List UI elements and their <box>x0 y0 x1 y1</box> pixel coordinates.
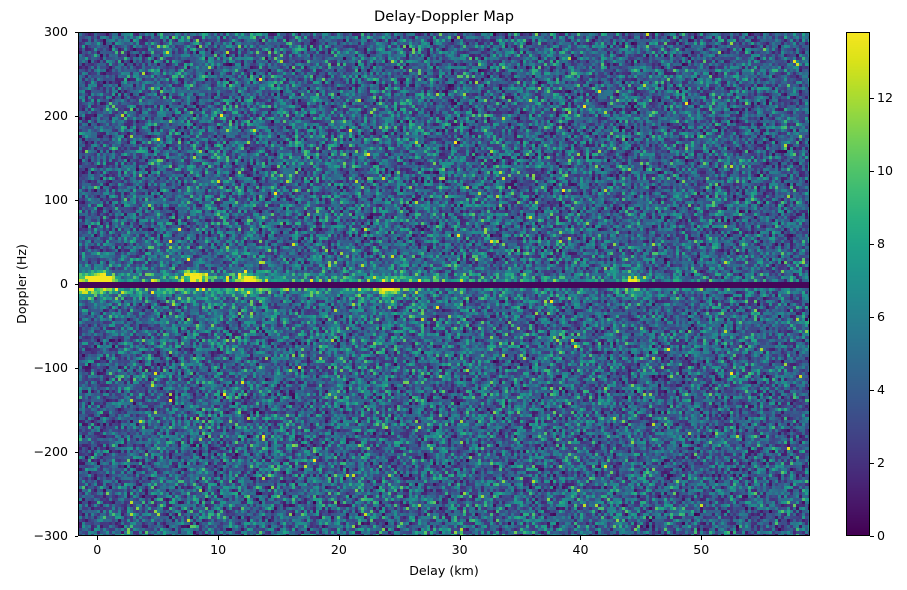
y-tick-label: −300 <box>33 528 68 543</box>
x-tick-label: 10 <box>210 542 227 557</box>
y-tick-mark <box>74 452 78 453</box>
x-tick-mark <box>580 536 582 540</box>
y-tick-label: 100 <box>43 192 68 207</box>
colorbar-tick-label: 4 <box>877 381 886 397</box>
colorbar[interactable] <box>846 32 870 536</box>
y-tick-label: −100 <box>33 360 68 375</box>
y-tick-label: 0 <box>59 276 68 291</box>
x-tick-label: 30 <box>451 542 468 557</box>
x-tick-mark <box>97 536 99 540</box>
heatmap-image <box>79 33 809 535</box>
x-axis-label: Delay (km) <box>409 563 479 578</box>
page-title: Delay-Doppler Map <box>373 8 515 25</box>
colorbar-tick-mark <box>870 316 874 318</box>
colorbar-tick-label: 10 <box>877 162 894 178</box>
y-axis-label: Doppler (Hz) <box>14 244 29 324</box>
y-tick-mark <box>74 32 78 33</box>
colorbar-tick-mark <box>870 243 874 245</box>
colorbar-tick-mark <box>870 97 874 99</box>
y-tick-mark <box>74 116 78 117</box>
colorbar-tick-label: 12 <box>877 89 894 105</box>
y-tick-mark <box>74 200 78 201</box>
colorbar-tick-label: 2 <box>877 454 886 470</box>
x-tick-mark <box>338 536 340 540</box>
colorbar-tick-mark <box>870 462 874 464</box>
x-tick-label: 50 <box>693 542 710 557</box>
x-tick-mark <box>459 536 461 540</box>
y-tick-mark <box>74 368 78 369</box>
delay-doppler-heatmap-axes[interactable] <box>78 32 810 536</box>
x-tick-mark <box>218 536 220 540</box>
colorbar-tick-label: 6 <box>877 308 886 324</box>
colorbar-tick-mark <box>870 389 874 391</box>
y-tick-label: 300 <box>43 24 68 39</box>
colorbar-tick-mark <box>870 536 874 537</box>
x-tick-label: 0 <box>93 542 102 557</box>
colorbar-tick-mark <box>870 170 874 172</box>
x-tick-mark <box>701 536 703 540</box>
x-tick-label: 40 <box>572 542 589 557</box>
y-tick-label: −200 <box>33 444 68 459</box>
x-tick-label: 20 <box>330 542 347 557</box>
colorbar-gradient <box>846 32 870 536</box>
colorbar-tick-label: 8 <box>877 235 886 251</box>
y-tick-label: 200 <box>43 108 68 123</box>
y-tick-mark <box>74 284 78 285</box>
colorbar-tick-label: 0 <box>877 528 886 543</box>
y-tick-mark <box>74 536 78 537</box>
